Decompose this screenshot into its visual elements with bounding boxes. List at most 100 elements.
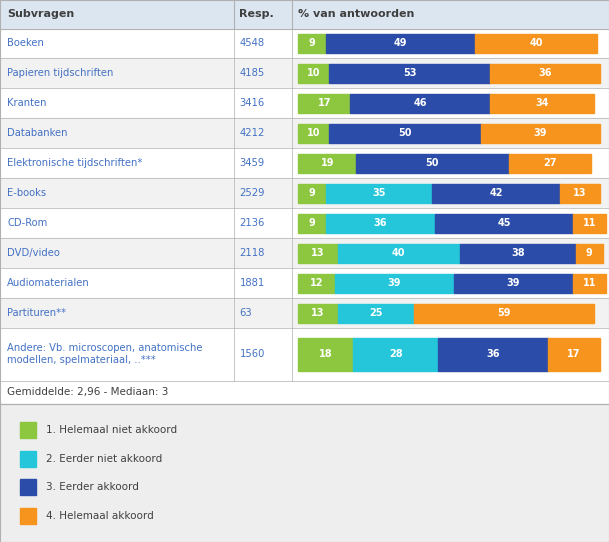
Text: E-books: E-books: [7, 188, 46, 198]
Text: 2. Eerder niet akkoord: 2. Eerder niet akkoord: [46, 454, 162, 463]
Text: Elektronische tijdschriften*: Elektronische tijdschriften*: [7, 158, 143, 169]
Bar: [572, 274, 606, 293]
Text: 50: 50: [426, 158, 439, 169]
Text: 39: 39: [387, 278, 401, 288]
Bar: [298, 154, 356, 173]
Text: 2136: 2136: [239, 218, 265, 228]
Text: 2529: 2529: [239, 188, 265, 198]
Text: Kranten: Kranten: [7, 99, 46, 108]
Bar: [329, 124, 481, 143]
Text: 12: 12: [310, 278, 323, 288]
Bar: [353, 338, 438, 371]
Bar: [414, 304, 594, 322]
Text: 11: 11: [583, 218, 596, 228]
Text: Papieren tijdschriften: Papieren tijdschriften: [7, 68, 113, 79]
Text: 1560: 1560: [239, 349, 265, 359]
Bar: [298, 274, 335, 293]
Text: 4185: 4185: [239, 68, 265, 79]
Text: Subvragen: Subvragen: [7, 9, 74, 20]
Text: 27: 27: [543, 158, 557, 169]
Text: 13: 13: [311, 248, 325, 258]
Text: 10: 10: [307, 68, 320, 79]
Bar: [0, 404, 609, 542]
Bar: [560, 184, 600, 203]
Text: CD-Rom: CD-Rom: [7, 218, 48, 228]
Bar: [298, 64, 329, 83]
Bar: [329, 64, 490, 83]
Bar: [298, 304, 338, 322]
Text: 13: 13: [311, 308, 325, 318]
Bar: [509, 154, 591, 173]
Text: DVD/video: DVD/video: [7, 248, 60, 258]
Text: 3. Eerder akkoord: 3. Eerder akkoord: [46, 482, 139, 492]
Text: 4. Helemaal akkoord: 4. Helemaal akkoord: [46, 511, 153, 521]
Text: 42: 42: [490, 188, 503, 198]
Text: 3416: 3416: [239, 99, 265, 108]
Text: 13: 13: [574, 188, 587, 198]
Bar: [298, 214, 326, 233]
Text: 36: 36: [487, 349, 500, 359]
Text: 11: 11: [583, 278, 596, 288]
Text: 19: 19: [320, 158, 334, 169]
Text: 59: 59: [497, 308, 511, 318]
Bar: [490, 94, 594, 113]
Bar: [326, 214, 435, 233]
Bar: [20, 422, 36, 438]
Text: 4212: 4212: [239, 128, 265, 138]
Text: 40: 40: [392, 248, 406, 258]
Text: 9: 9: [309, 38, 315, 48]
Text: 9: 9: [309, 218, 315, 228]
Bar: [298, 34, 326, 53]
Text: 39: 39: [534, 128, 547, 138]
Bar: [20, 479, 36, 495]
Text: Audiomaterialen: Audiomaterialen: [7, 278, 90, 288]
Bar: [326, 184, 432, 203]
Bar: [0, 59, 609, 88]
Bar: [356, 154, 509, 173]
Text: 40: 40: [529, 38, 543, 48]
Text: Resp.: Resp.: [239, 9, 274, 20]
Bar: [0, 149, 609, 178]
Bar: [0, 380, 609, 404]
Text: 10: 10: [307, 128, 320, 138]
Bar: [454, 274, 572, 293]
Text: 45: 45: [497, 218, 511, 228]
Bar: [548, 338, 600, 371]
Text: 34: 34: [535, 99, 549, 108]
Text: Boeken: Boeken: [7, 38, 44, 48]
Bar: [475, 34, 597, 53]
Bar: [438, 338, 548, 371]
Text: 17: 17: [317, 99, 331, 108]
Bar: [0, 29, 609, 59]
Bar: [0, 238, 609, 268]
Bar: [576, 243, 603, 263]
Text: 25: 25: [369, 308, 383, 318]
Text: 63: 63: [239, 308, 252, 318]
Text: 17: 17: [568, 349, 581, 359]
Text: 36: 36: [374, 218, 387, 228]
Bar: [572, 214, 606, 233]
Text: 18: 18: [319, 349, 333, 359]
Bar: [0, 208, 609, 238]
Bar: [0, 118, 609, 149]
Bar: [0, 178, 609, 208]
Text: 9: 9: [309, 188, 315, 198]
Bar: [298, 124, 329, 143]
Text: Andere: Vb. microscopen, anatomische
modellen, spelmateriaal, ..***: Andere: Vb. microscopen, anatomische mod…: [7, 344, 203, 365]
Text: Partituren**: Partituren**: [7, 308, 66, 318]
Bar: [490, 64, 600, 83]
Bar: [0, 0, 609, 29]
Bar: [338, 243, 460, 263]
Text: 36: 36: [538, 68, 552, 79]
Text: 3459: 3459: [239, 158, 265, 169]
Bar: [435, 214, 572, 233]
Bar: [0, 88, 609, 118]
Bar: [0, 328, 609, 380]
Text: 49: 49: [393, 38, 407, 48]
Bar: [20, 450, 36, 467]
Bar: [298, 94, 350, 113]
Bar: [20, 508, 36, 524]
Bar: [335, 274, 454, 293]
Bar: [460, 243, 576, 263]
Text: 2118: 2118: [239, 248, 265, 258]
